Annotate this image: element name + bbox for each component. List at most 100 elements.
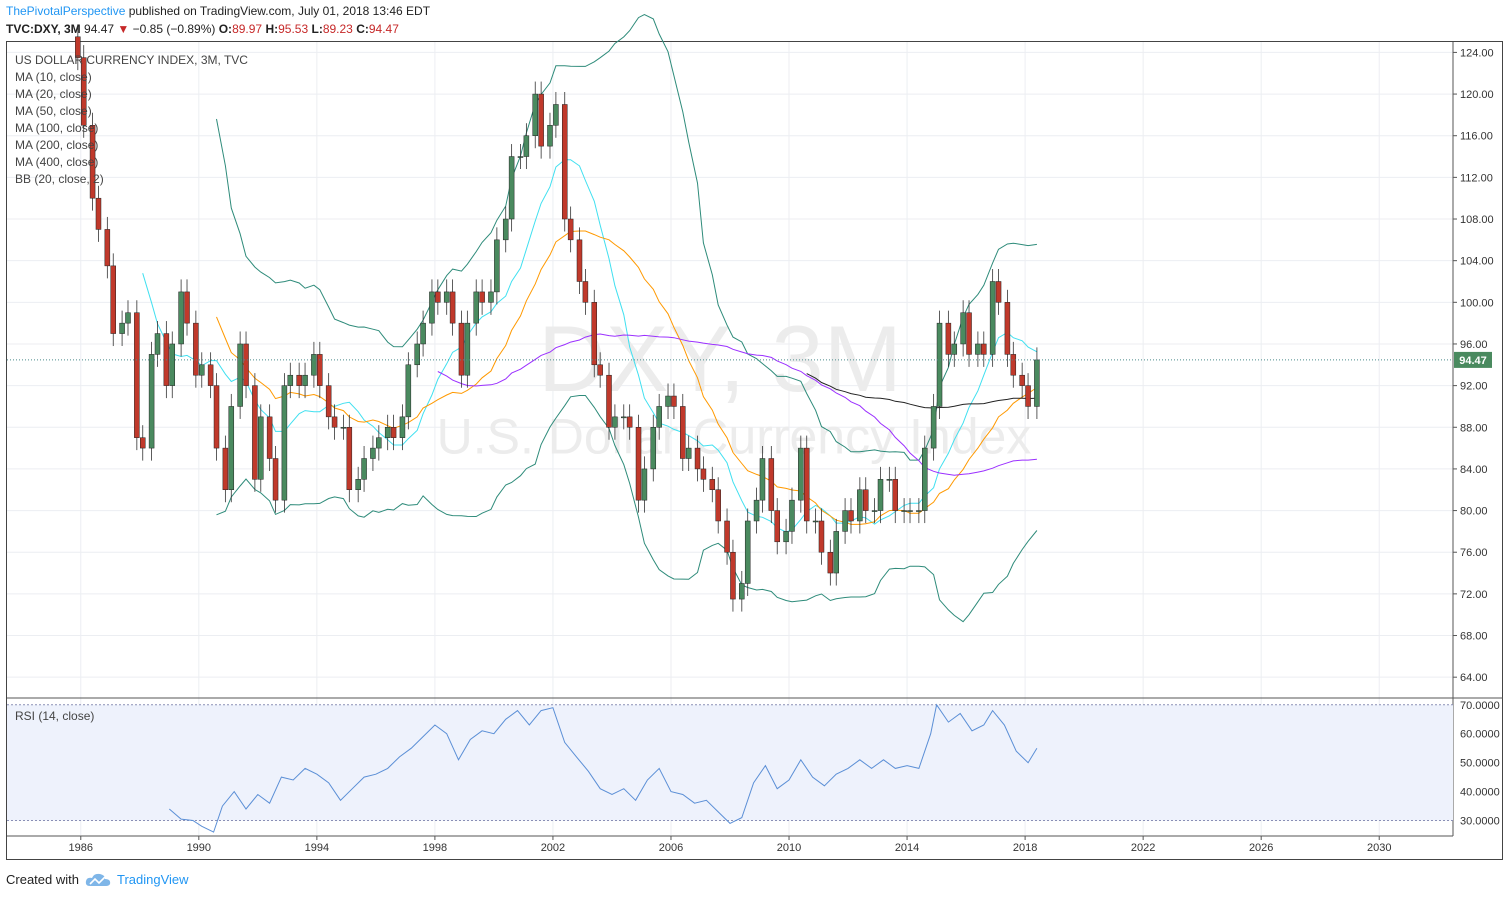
candle-down (1019, 374, 1025, 386)
candle-down (803, 447, 810, 522)
candle-up (517, 156, 524, 158)
candle-up (340, 427, 347, 429)
candle-down (479, 291, 485, 303)
candle-down (862, 489, 869, 511)
candle-down (606, 374, 612, 428)
candle-down (207, 364, 214, 386)
price-tick-label: 84.00 (1460, 464, 1488, 476)
candle-up (384, 427, 391, 438)
candle-up (739, 583, 745, 600)
candle-up (951, 343, 958, 355)
price-change: −0.85 (−0.89%) (132, 22, 216, 36)
legend-title[interactable]: US DOLLAR CURRENCY INDEX, 3M, TVC (15, 53, 248, 67)
candle-up (154, 333, 161, 355)
candle-up (798, 447, 804, 501)
low-value: 89.23 (322, 22, 353, 36)
candle-down (89, 125, 96, 199)
time-tick-label: 2026 (1249, 842, 1273, 854)
candle-up (960, 312, 966, 345)
ma10-line (142, 159, 1038, 533)
candle-up (523, 135, 530, 157)
candle-up (936, 322, 943, 407)
candle-up (443, 291, 450, 303)
candle-up (842, 510, 848, 532)
candle-down (213, 385, 220, 449)
last-price-badge (1454, 351, 1492, 368)
candle-up (989, 281, 996, 355)
candle-down (538, 93, 544, 147)
candle-up (789, 499, 795, 532)
candle-up (922, 447, 928, 511)
candle-up (473, 291, 479, 324)
candle-up (119, 322, 125, 334)
open-value: 89.97 (232, 22, 263, 36)
candle-up (399, 416, 406, 438)
candle-up (783, 531, 789, 543)
candle-up (414, 343, 420, 366)
candle-down (966, 312, 972, 355)
candle-down (75, 36, 81, 58)
candle-down (995, 281, 1002, 303)
watermark-name: U.S. Dollar Currency Index (437, 408, 1032, 464)
candle-down (818, 520, 825, 553)
candle-down (243, 343, 249, 386)
candle-up (916, 510, 922, 512)
legend-ma200[interactable]: MA (200, close) (15, 138, 99, 152)
candle-up (464, 322, 471, 376)
ma100-line (806, 373, 1037, 409)
candle-up (199, 364, 205, 376)
legend-ma100[interactable]: MA (100, close) (15, 121, 99, 135)
candle-up (178, 291, 184, 345)
candle-down (435, 291, 441, 303)
candle-up (405, 364, 412, 418)
candle-down (582, 281, 589, 303)
legend-ma10[interactable]: MA (10, close) (15, 70, 92, 84)
high-label: H: (265, 22, 279, 36)
rsi-tick-label: 40.0000 (1460, 787, 1500, 799)
candle-up (753, 499, 760, 522)
time-tick-label: 1994 (305, 842, 329, 854)
candle-down (193, 322, 199, 376)
candle-down (1010, 354, 1017, 376)
candle-down (390, 427, 397, 438)
candle-up (488, 291, 494, 303)
candle-down (981, 343, 987, 355)
candle-up (148, 354, 155, 449)
close-value: 94.47 (368, 22, 399, 36)
rsi-band-fill (7, 704, 1453, 821)
candle-up (650, 427, 657, 470)
time-tick-label: 2018 (1013, 842, 1037, 854)
candle-up (877, 479, 884, 511)
symbol-label: TVC:DXY, 3M (6, 22, 81, 36)
author-link[interactable]: ThePivotalPerspective (6, 4, 126, 18)
created-with: Created with (6, 872, 79, 887)
candle-down (576, 239, 583, 282)
candle-up (612, 416, 618, 428)
candle-down (768, 458, 775, 511)
legend-ma20[interactable]: MA (20, close) (15, 87, 92, 101)
price-tick-label: 108.00 (1460, 214, 1494, 226)
candle-down (694, 447, 701, 470)
publish-line: ThePivotalPerspective published on Tradi… (6, 4, 430, 18)
time-tick-label: 1986 (69, 842, 93, 854)
legend-ma50[interactable]: MA (50, close) (15, 104, 92, 118)
candle-down (95, 197, 102, 230)
time-tick-label: 2010 (777, 842, 801, 854)
candle-down (222, 447, 229, 490)
candle-up (532, 93, 538, 136)
price-tick-label: 96.00 (1460, 339, 1488, 351)
ma20-line (216, 230, 1038, 525)
candle-up (930, 406, 937, 449)
price-tick-label: 68.00 (1460, 631, 1488, 643)
rsi-tick-label: 30.0000 (1460, 816, 1500, 828)
time-tick-label: 2030 (1367, 842, 1391, 854)
candle-down (567, 218, 574, 241)
legend-ma400[interactable]: MA (400, close) (15, 155, 99, 169)
tradingview-link[interactable]: TradingView (116, 872, 189, 887)
time-tick-label: 2006 (659, 842, 683, 854)
legend-bb[interactable]: BB (20, close, 2) (15, 172, 104, 186)
candle-up (871, 510, 878, 512)
rsi-legend[interactable]: RSI (14, close) (15, 709, 95, 723)
last-price: 94.47 (84, 22, 115, 36)
